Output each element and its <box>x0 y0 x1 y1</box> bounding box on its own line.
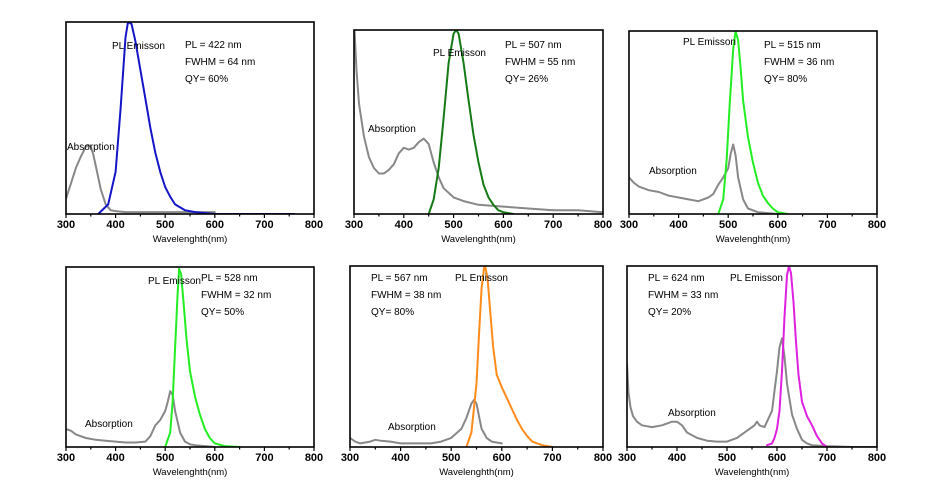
pl-emission-label: PL Emisson <box>730 273 783 284</box>
absorption-line <box>629 143 789 214</box>
annotation-text: FWHM = 55 nm <box>505 57 575 68</box>
chart-panel: 300 400 500 600 700 800 Wavelenghth(nm) PL = 52… <box>57 266 323 478</box>
x-tick-label: 600 <box>768 452 786 464</box>
x-tick-label: 400 <box>668 452 686 464</box>
absorption-line <box>66 390 216 447</box>
chart-panel: 300 400 500 600 700 800 Wavelenghth(nm) PL = 51… <box>620 30 886 245</box>
chart-panel: 300 400 500 600 700 800 Wavelenghth(nm) PL = 50… <box>345 29 612 245</box>
absorption-line <box>354 30 603 214</box>
pl-emission-line <box>97 22 296 214</box>
x-tick-label: 600 <box>206 219 224 231</box>
absorption-label: Absorption <box>368 124 416 135</box>
x-tick-label: 400 <box>669 219 687 231</box>
pl-emission-line <box>164 267 241 447</box>
x-tick-label: 300 <box>57 219 75 231</box>
chart-panel: 300 400 500 600 700 800 Wavelenghth(nm) PL = 62… <box>618 265 886 478</box>
x-tick-label: 700 <box>255 219 273 231</box>
x-tick-label: 600 <box>493 452 511 464</box>
absorption-label: Absorption <box>388 422 436 433</box>
x-tick-label: 600 <box>494 219 512 231</box>
annotation-text: FWHM = 33 nm <box>648 290 718 301</box>
annotation-text: PL = 567 nm <box>371 273 428 284</box>
pl-emission-line <box>465 266 554 447</box>
x-tick-label: 400 <box>395 219 413 231</box>
x-tick-label: 300 <box>57 452 75 464</box>
x-tick-label: 800 <box>305 452 323 464</box>
x-tick-label: 500 <box>156 219 174 231</box>
x-tick-label: 500 <box>156 452 174 464</box>
plot-frame <box>628 30 878 215</box>
annotation-text: FWHM = 38 nm <box>371 290 441 301</box>
annotation-text: FWHM = 64 nm <box>185 57 255 68</box>
x-tick-label: 500 <box>719 219 737 231</box>
pl-emission-label: PL Emisson <box>433 48 486 59</box>
x-tick-label: 700 <box>255 452 273 464</box>
x-axis-title: Wavelenghth(nm) <box>439 467 514 478</box>
annotation-text: PL = 515 nm <box>764 40 821 51</box>
x-tick-label: 300 <box>345 219 363 231</box>
annotation-text: FWHM = 36 nm <box>764 57 834 68</box>
annotation-text: FWHM = 32 nm <box>201 290 271 301</box>
annotation-text: QY= 50% <box>201 307 244 318</box>
x-tick-label: 500 <box>442 452 460 464</box>
x-tick-label: 400 <box>391 452 409 464</box>
x-tick-label: 700 <box>818 219 836 231</box>
pl-emission-label: PL Emisson <box>112 41 165 52</box>
absorption-label: Absorption <box>67 142 115 153</box>
x-axis-title: Wavelenghth(nm) <box>715 467 790 478</box>
absorption-label: Absorption <box>649 166 697 177</box>
pl-emission-label: PL Emisson <box>455 273 508 284</box>
annotation-text: PL = 422 nm <box>185 40 242 51</box>
absorption-line <box>66 143 216 214</box>
pl-emission-line <box>717 31 789 214</box>
annotation-text: PL = 507 nm <box>505 40 562 51</box>
x-axis-title: Wavelenghth(nm) <box>153 234 228 245</box>
annotation-text: QY= 60% <box>185 74 228 85</box>
absorption-label: Absorption <box>668 408 716 419</box>
x-axis-title: Wavelenghth(nm) <box>441 234 516 245</box>
annotation-text: PL = 528 nm <box>201 273 258 284</box>
absorption-line <box>350 398 503 445</box>
x-tick-label: 800 <box>594 452 612 464</box>
annotation-text: QY= 20% <box>648 307 691 318</box>
x-tick-label: 400 <box>106 219 124 231</box>
pl-emission-line <box>766 266 828 447</box>
annotation-text: QY= 80% <box>764 74 807 85</box>
x-tick-label: 500 <box>444 219 462 231</box>
pl-emission-line <box>427 30 515 214</box>
annotation-text: PL = 624 nm <box>648 273 705 284</box>
x-tick-label: 500 <box>718 452 736 464</box>
x-tick-label: 700 <box>543 452 561 464</box>
pl-emission-label: PL Emisson <box>683 37 736 48</box>
pl-emission-label: PL Emisson <box>148 276 201 287</box>
x-tick-label: 800 <box>305 219 323 231</box>
chart-panel: 300 400 500 600 700 800 Wavelenghth(nm) PL = 56… <box>341 265 612 478</box>
chart-panel: 300 400 500 600 700 800 Wavelenghth(nm) PL = 42… <box>57 21 323 245</box>
x-tick-label: 300 <box>341 452 359 464</box>
x-tick-label: 300 <box>620 219 638 231</box>
annotation-text: QY= 80% <box>371 307 414 318</box>
x-tick-label: 300 <box>618 452 636 464</box>
x-axis-title: Wavelenghth(nm) <box>716 234 791 245</box>
annotation-text: QY= 26% <box>505 74 548 85</box>
absorption-label: Absorption <box>85 419 133 430</box>
x-tick-label: 800 <box>868 452 886 464</box>
x-tick-label: 600 <box>769 219 787 231</box>
x-tick-label: 400 <box>106 452 124 464</box>
x-axis-title: Wavelenghth(nm) <box>153 467 228 478</box>
x-tick-label: 800 <box>868 219 886 231</box>
x-tick-label: 700 <box>544 219 562 231</box>
x-tick-label: 800 <box>594 219 612 231</box>
absorption-line <box>627 337 877 447</box>
x-tick-label: 700 <box>818 452 836 464</box>
x-tick-label: 600 <box>206 452 224 464</box>
